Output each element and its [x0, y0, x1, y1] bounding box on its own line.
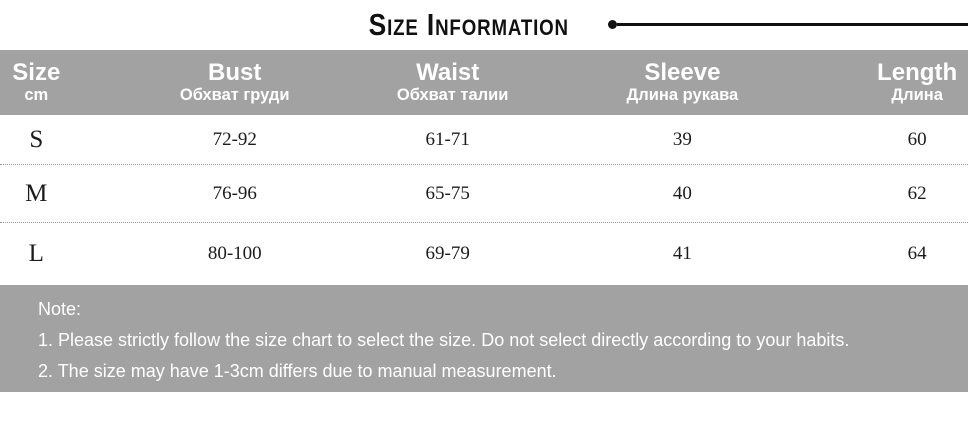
cell-m-length: 62: [907, 182, 927, 204]
cell-m-bust: 76-96: [212, 182, 257, 204]
cell-m-sleeve: 40: [672, 182, 692, 204]
page-title: Size Information: [368, 6, 569, 42]
note-label: Note:: [38, 299, 82, 319]
header-length-sub: Длина: [891, 86, 943, 104]
size-table-header: Size cm Bust Обхват груди Waist Обхват т…: [0, 50, 968, 115]
cell-s-waist: 61-71: [425, 128, 470, 150]
bullet-dot-icon: [608, 19, 618, 29]
cell-l-length: 64: [907, 243, 927, 264]
header-length: Length Длина: [866, 60, 968, 105]
cell-s-sleeve: 39: [672, 128, 692, 150]
header-sleeve-en: Sleeve: [644, 59, 721, 86]
header-size-sub: cm: [24, 86, 49, 104]
table-row-size-l: L 80-100 69-79 41 64: [0, 223, 968, 285]
header-size: Size cm: [0, 60, 73, 105]
note-line-2: 2. The size may have 1-3cm differs due t…: [38, 361, 557, 381]
table-row-size-m: M 76-96 65-75 40 62: [0, 165, 968, 223]
cell-s-bust: 72-92: [212, 128, 257, 150]
cell-l-sleeve: 41: [672, 243, 692, 264]
title-rule-line: [617, 22, 968, 26]
table-row-size-s: S 72-92 61-71 39 60: [0, 115, 968, 165]
note-line-1: 1. Please strictly follow the size chart…: [38, 330, 850, 350]
cell-m-waist: 65-75: [425, 182, 470, 204]
header-size-en: Size: [12, 59, 61, 86]
header-waist: Waist Обхват талии: [396, 59, 509, 105]
header-bust: Bust Обхват груди: [73, 60, 397, 105]
header-waist-en: Waist: [416, 59, 480, 86]
cell-s-size: S: [29, 125, 44, 153]
header-sleeve: Sleeve Длина рукава: [498, 60, 866, 105]
cell-m-size: M: [25, 179, 48, 207]
header-bust-sub: Обхват груди: [179, 86, 290, 104]
cell-l-waist: 69-79: [425, 243, 470, 264]
header-waist-sub: Обхват талии: [396, 86, 509, 104]
header-length-en: Length: [877, 59, 958, 86]
header-bust-en: Bust: [208, 59, 262, 86]
note-block: Note: 1. Please strictly follow the size…: [0, 285, 968, 392]
title-row: Size Information: [0, 0, 968, 46]
cell-l-size: L: [28, 240, 44, 267]
header-sleeve-sub: Длина рукава: [626, 86, 739, 104]
cell-l-bust: 80-100: [207, 243, 262, 264]
cell-s-length: 60: [907, 128, 927, 150]
